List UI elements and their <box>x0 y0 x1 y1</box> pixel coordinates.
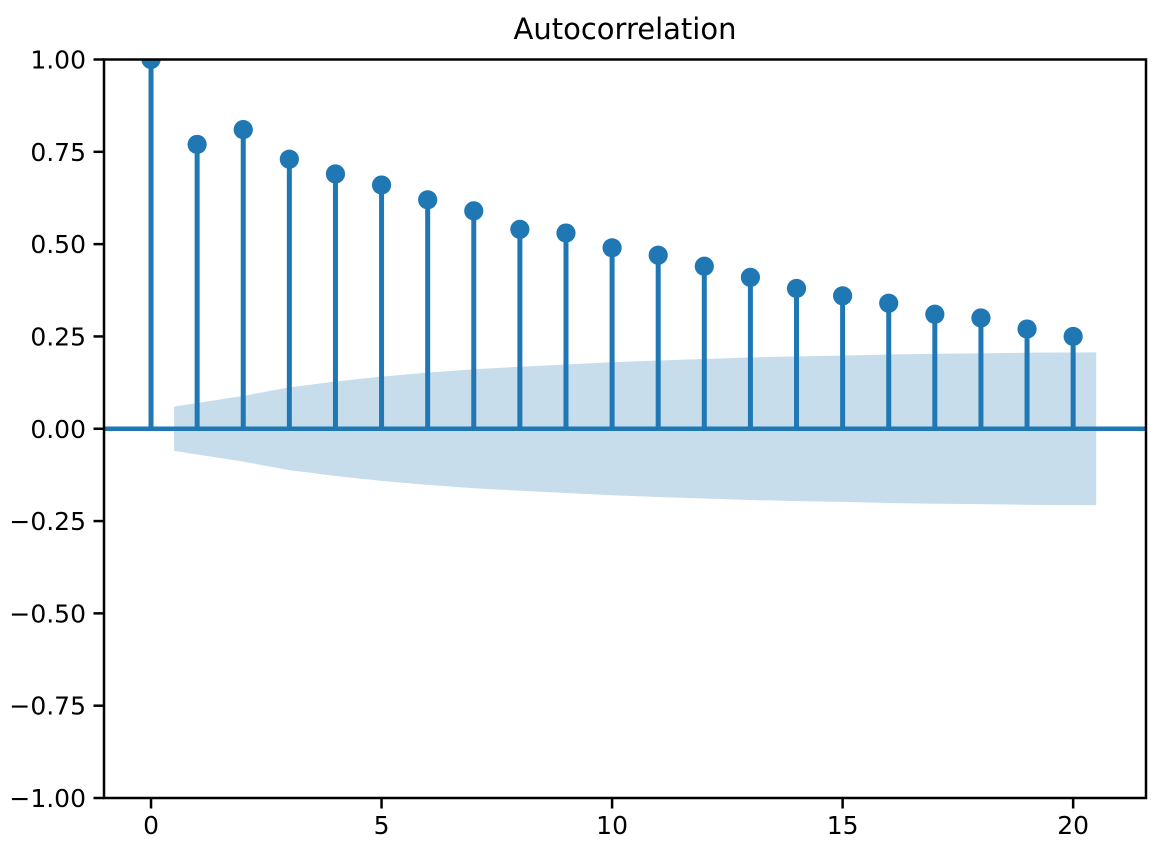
ticks-layer: 1.00 0.75 0.50 0.25 0.00 −0.25 −0.50 −0.75 −1.00… <box>9 46 1089 841</box>
y-tick-label: 0.50 <box>30 230 86 259</box>
stems-layer <box>104 59 1146 431</box>
y-tick-label: 0.25 <box>30 322 86 351</box>
y-tick-label: −0.50 <box>9 599 86 628</box>
acf-marker <box>1017 319 1037 339</box>
acf-marker <box>556 223 576 243</box>
acf-marker <box>1063 326 1083 347</box>
acf-marker <box>971 308 991 328</box>
x-tick-label: 10 <box>596 811 628 840</box>
acf-marker <box>879 293 899 313</box>
x-tick-label: 5 <box>374 811 390 840</box>
acf-marker <box>233 120 253 140</box>
acf-marker <box>510 219 530 239</box>
acf-marker <box>786 278 807 299</box>
acf-marker <box>325 164 346 184</box>
acf-marker <box>141 59 161 70</box>
acf-marker <box>694 256 714 276</box>
y-tick-label: −1.00 <box>9 784 86 813</box>
acf-marker <box>648 245 668 265</box>
acf-marker <box>833 286 853 306</box>
acf-marker <box>925 304 945 324</box>
x-tick-label: 0 <box>143 811 159 840</box>
acf-marker <box>740 267 761 287</box>
x-tick-label: 15 <box>827 811 859 840</box>
acf-marker <box>418 190 438 210</box>
x-tick-label: 20 <box>1057 811 1089 840</box>
acf-marker <box>602 238 622 258</box>
markers-layer <box>141 59 1083 347</box>
chart-title: Autocorrelation <box>514 12 737 46</box>
acf-marker <box>279 149 299 169</box>
y-tick-label: −0.75 <box>9 692 86 721</box>
acf-marker <box>371 175 392 195</box>
y-tick-label: 0.00 <box>30 415 86 444</box>
acf-marker <box>187 134 207 155</box>
acf-marker <box>464 201 484 221</box>
y-tick-label: −0.25 <box>9 507 86 536</box>
y-tick-label: 1.00 <box>30 46 86 75</box>
y-tick-label: 0.75 <box>30 138 86 167</box>
